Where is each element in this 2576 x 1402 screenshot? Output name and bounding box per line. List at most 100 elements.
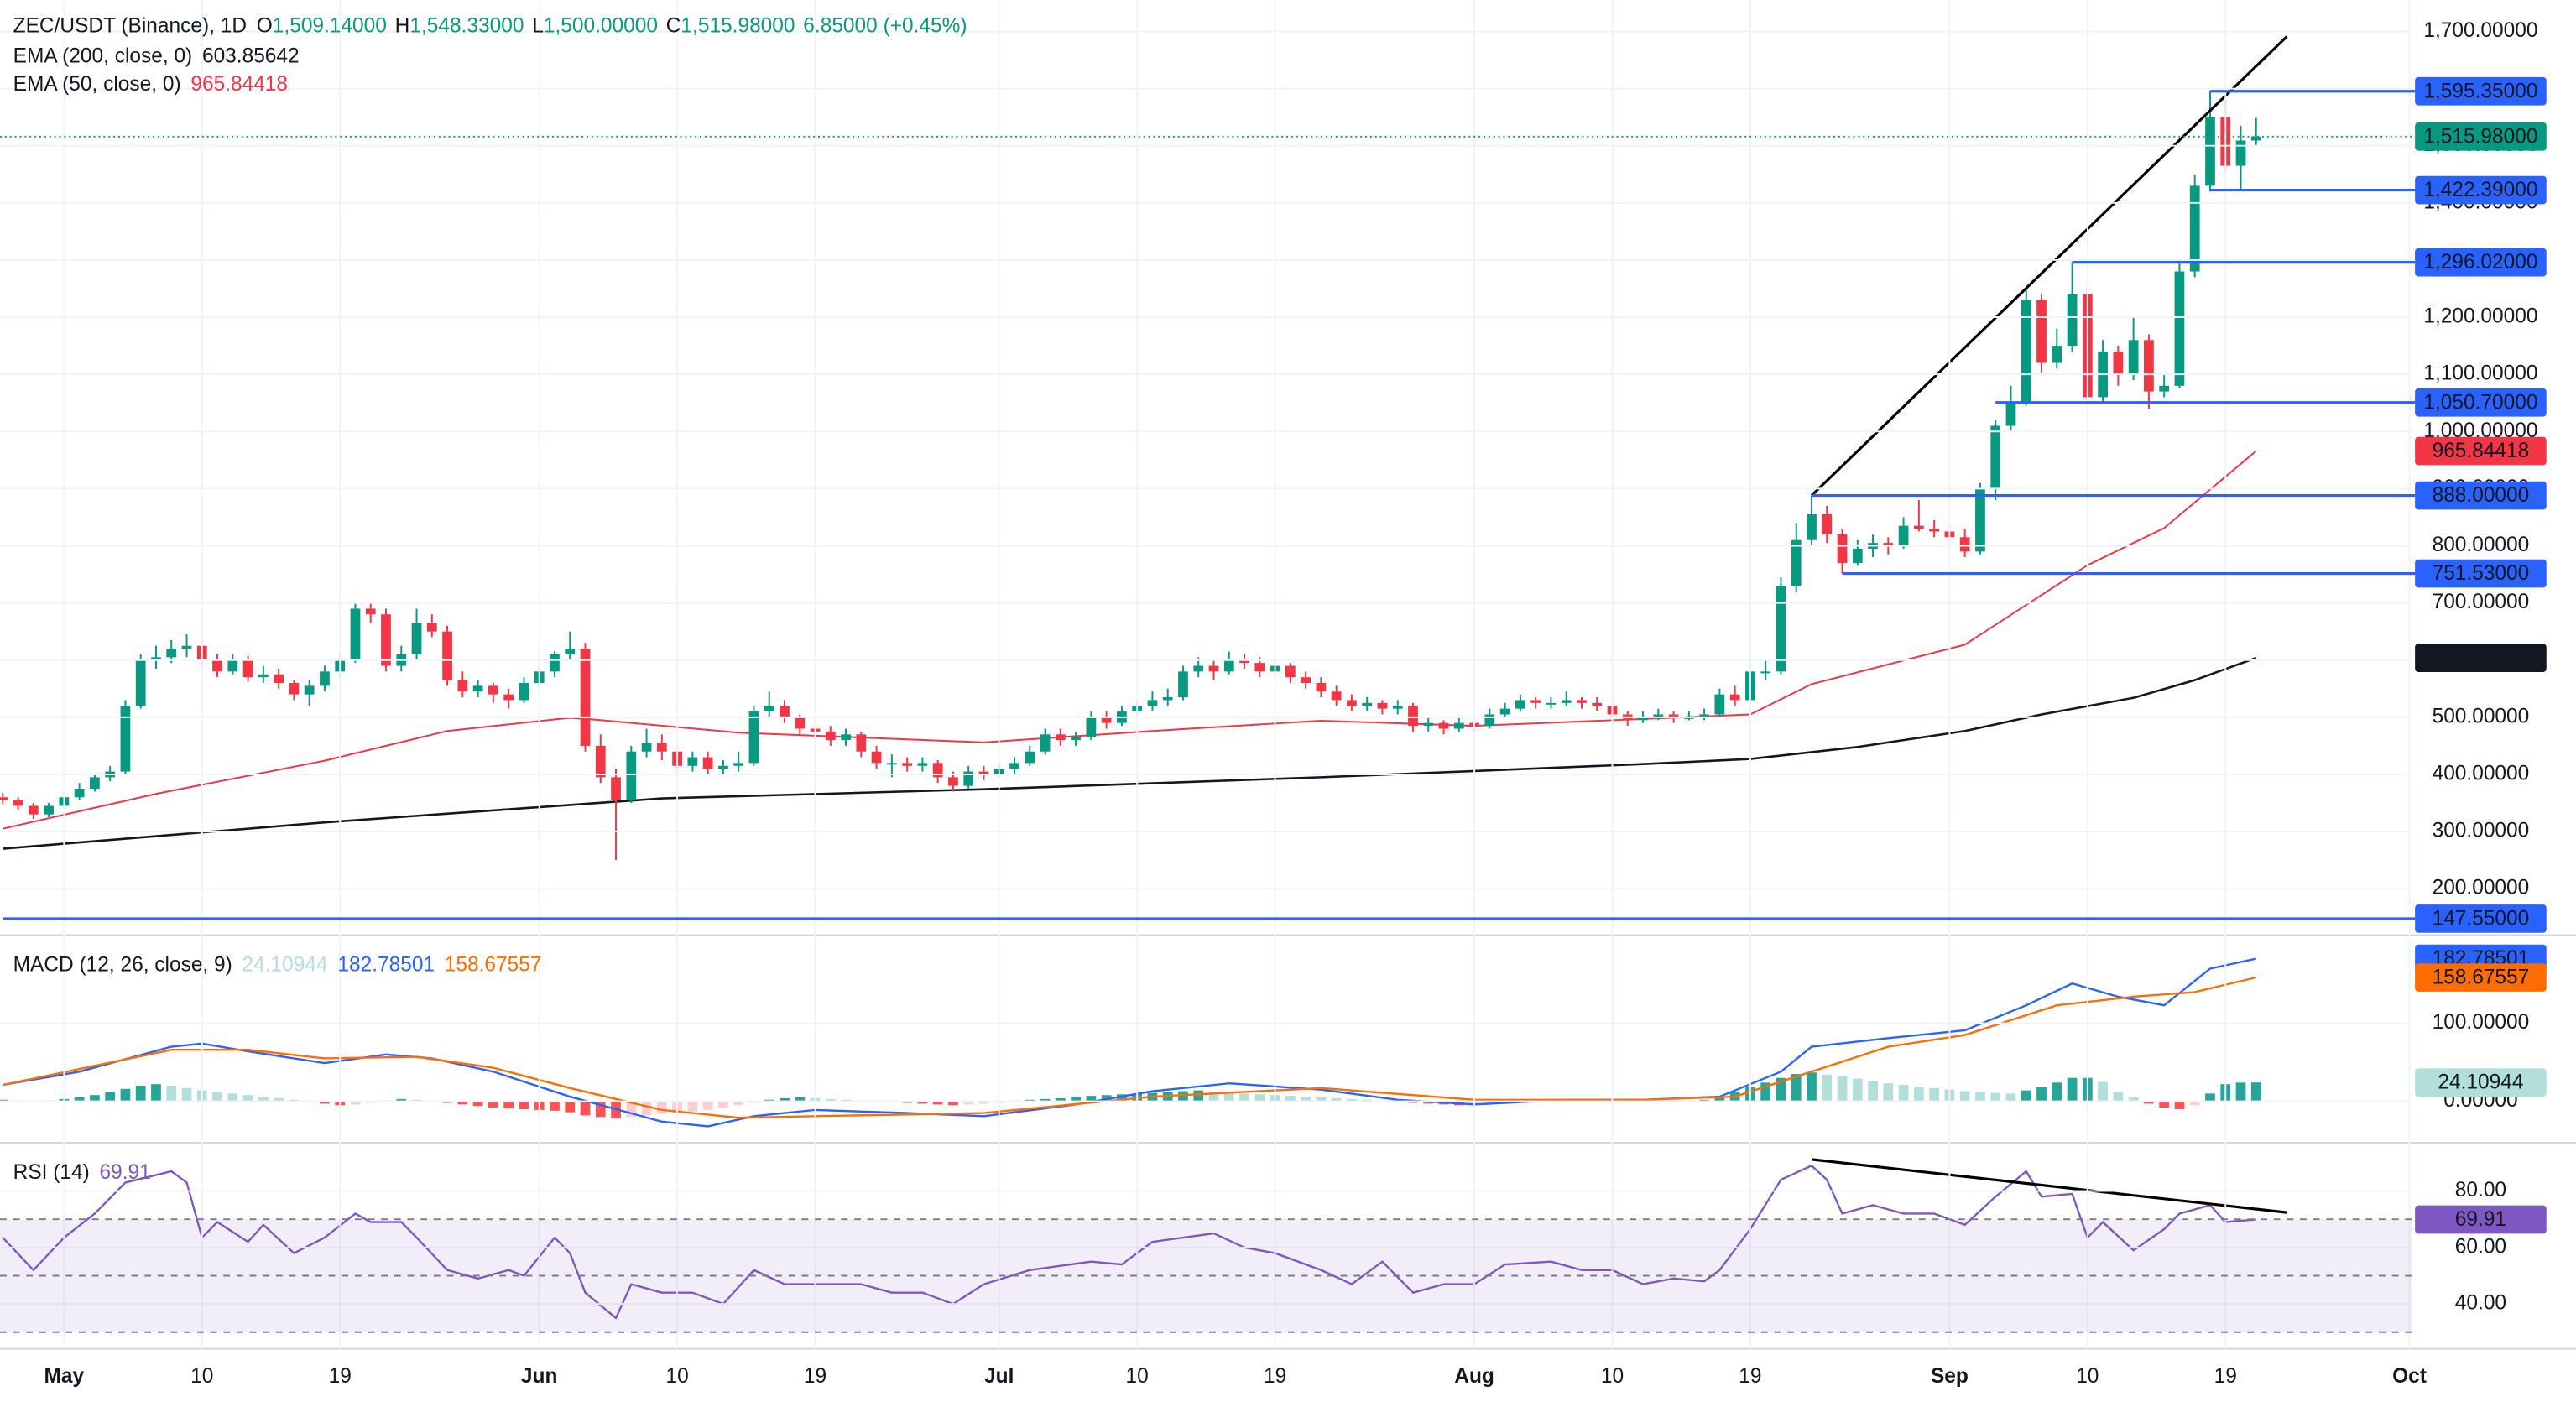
histogram-bar — [212, 1092, 222, 1102]
price-label-box — [2415, 481, 2547, 510]
histogram-bar — [1913, 1086, 1924, 1102]
x-tick-label: 10 — [2076, 1365, 2099, 1388]
histogram-bar — [2174, 1101, 2185, 1109]
candle-body — [902, 763, 913, 766]
candle-body — [1959, 537, 1970, 552]
price-label: 888.00000 — [2433, 484, 2530, 507]
candle-body — [886, 763, 897, 765]
histogram-bar — [1883, 1083, 1894, 1102]
histogram-bar — [780, 1097, 790, 1102]
histogram-bar — [1776, 1077, 1786, 1102]
candle-body — [519, 682, 529, 701]
histogram-bar — [1071, 1097, 1081, 1102]
histogram-bar — [2235, 1082, 2246, 1102]
candle-body — [1837, 534, 1848, 563]
price-label-box — [2415, 436, 2547, 466]
histogram-bar — [1714, 1097, 1725, 1102]
candle-body — [0, 797, 8, 800]
candle-body — [611, 777, 621, 800]
readout-value: 1,509.14000 — [273, 14, 387, 37]
rsi-band — [0, 1219, 2412, 1332]
candle-body — [1347, 700, 1357, 706]
candle-body — [1990, 425, 2001, 489]
candle-body — [426, 623, 437, 632]
candle-body — [472, 685, 483, 692]
x-tick-label: Jun — [521, 1365, 558, 1388]
candle-body — [580, 649, 591, 746]
histogram-bar — [74, 1097, 85, 1102]
candle-body — [1499, 708, 1510, 715]
histogram-bar — [2144, 1101, 2154, 1104]
candle-body — [2021, 300, 2031, 404]
candle-body — [1913, 525, 1924, 529]
histogram-bar — [503, 1101, 514, 1109]
histogram-bar — [1852, 1078, 1863, 1102]
candle-body — [1285, 665, 1296, 678]
x-tick-label: Sep — [1931, 1365, 1969, 1388]
candle-body — [978, 771, 989, 774]
histogram-bar — [948, 1101, 958, 1106]
legend-name: EMA (50, close, 0) — [13, 72, 181, 95]
candle-body — [748, 711, 759, 764]
candle-body — [227, 659, 238, 672]
candle-body — [2036, 300, 2047, 363]
candle-body — [1301, 677, 1311, 683]
readout-value: 1,500.00000 — [544, 14, 658, 37]
y-tick-label: 500.00000 — [2433, 705, 2530, 727]
x-tick-label: May — [44, 1365, 85, 1388]
candle-body — [626, 751, 637, 800]
candle-body — [2159, 385, 2170, 392]
candle-body — [1408, 706, 1418, 727]
legend-value: 182.78501 — [337, 953, 435, 976]
candle-body — [457, 680, 468, 692]
histogram-bar — [718, 1101, 728, 1108]
candle-body — [1239, 659, 1249, 664]
candle-body — [656, 743, 667, 752]
candle-body — [917, 763, 928, 766]
x-tick-label: 10 — [665, 1365, 688, 1388]
price-label-box — [2415, 1068, 2547, 1097]
legend: MACD (12, 26, close, 9) 24.10944 182.78501… — [13, 953, 542, 976]
candle-body — [1208, 665, 1219, 672]
readout-key: H — [395, 14, 410, 37]
candle-body — [74, 789, 85, 798]
candle-body — [1729, 694, 1740, 701]
y-tick-label: 1,100.00000 — [2423, 362, 2537, 385]
price-label: 1,050.70000 — [2423, 391, 2537, 414]
x-tick-label: 19 — [329, 1365, 352, 1388]
histogram-bar — [1898, 1085, 1909, 1102]
legend: RSI (14) 69.91 — [13, 1160, 151, 1183]
candle-body — [181, 645, 192, 649]
histogram-bar — [825, 1098, 836, 1102]
histogram-bar — [595, 1101, 606, 1118]
y-tick-label: 300.00000 — [2433, 820, 2530, 842]
legend-name: EMA (200, close, 0) — [13, 44, 193, 67]
histogram-bar — [550, 1101, 560, 1111]
candle-body — [550, 654, 560, 672]
candle-body — [871, 751, 882, 764]
candle-body — [1162, 697, 1173, 701]
histogram-bar — [2250, 1082, 2261, 1102]
candle-body — [1592, 702, 1603, 706]
readout-value: 1,548.33000 — [409, 14, 524, 37]
readout-key: O — [257, 14, 273, 37]
legend: EMA (50, close, 0) 965.84418 — [13, 72, 288, 95]
macd-line — [3, 976, 2257, 1119]
y-tick-label: 60.00 — [2455, 1235, 2506, 1258]
candle-body — [1025, 751, 1035, 764]
candle-body — [350, 608, 361, 660]
histogram-bar — [457, 1101, 468, 1105]
histogram-bar — [472, 1101, 483, 1107]
candle-body — [1776, 586, 1786, 672]
histogram-bar — [350, 1101, 361, 1105]
candle-body — [1438, 722, 1449, 729]
price-label: 1,422.39000 — [2423, 179, 2537, 201]
candle-body — [1577, 700, 1587, 703]
y-tick-label: 1,700.00000 — [2423, 19, 2537, 42]
histogram-bar — [1178, 1091, 1188, 1102]
candle-body — [212, 659, 222, 672]
histogram-bar — [2098, 1081, 2108, 1102]
histogram-bar — [105, 1092, 116, 1102]
